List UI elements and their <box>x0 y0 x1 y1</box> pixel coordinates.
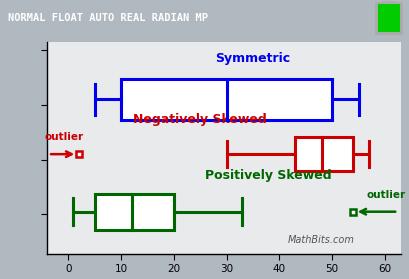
Bar <box>295 137 353 171</box>
Bar <box>94 194 174 230</box>
Text: Positively Skewed: Positively Skewed <box>205 169 332 182</box>
FancyBboxPatch shape <box>382 1 396 3</box>
Text: outlier: outlier <box>366 190 406 200</box>
Text: Symmetric: Symmetric <box>216 52 290 65</box>
FancyBboxPatch shape <box>376 3 402 34</box>
Text: Negatively Skewed: Negatively Skewed <box>133 113 267 126</box>
Text: outlier: outlier <box>45 132 83 142</box>
Text: MathBits.com: MathBits.com <box>288 235 355 245</box>
Text: NORMAL FLOAT AUTO REAL RADIAN MP: NORMAL FLOAT AUTO REAL RADIAN MP <box>8 13 208 23</box>
FancyBboxPatch shape <box>378 4 400 32</box>
Bar <box>121 79 332 120</box>
